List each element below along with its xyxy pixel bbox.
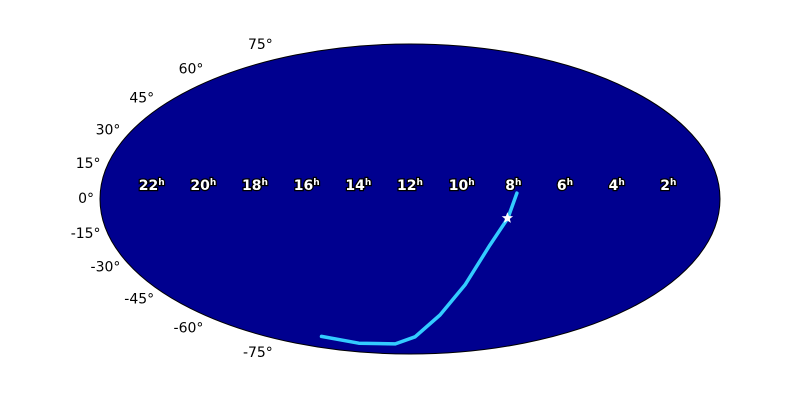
ra-value: 2 (660, 178, 670, 194)
ra-value: 8 (505, 178, 515, 194)
source-star (501, 212, 514, 223)
ra-value: 14 (345, 178, 365, 194)
ra-unit: h (158, 178, 164, 188)
dec-tick-label: 45° (129, 90, 154, 106)
ra-tick-label: 14h (345, 178, 371, 195)
probability-arc (319, 191, 519, 346)
ra-unit: h (567, 178, 573, 188)
dec-tick-label: 75° (248, 37, 273, 53)
ra-tick-label: 10h (449, 178, 475, 195)
ra-tick-label: 20h (190, 178, 216, 195)
ra-value: 4 (609, 178, 619, 194)
dec-tick-label: -45° (124, 292, 154, 308)
ra-tick-label: 4h (609, 178, 625, 195)
dec-tick-label: 15° (76, 156, 101, 172)
ra-value: 20 (190, 178, 210, 194)
ra-unit: h (365, 178, 371, 188)
ra-value: 16 (294, 178, 313, 194)
dec-tick-label: -75° (243, 345, 273, 361)
ra-tick-label: 6h (557, 178, 573, 195)
sky-map (99, 43, 721, 355)
ra-unit: h (618, 178, 624, 188)
ra-tick-label: 2h (660, 178, 676, 195)
ra-unit: h (210, 178, 216, 188)
ra-unit: h (468, 178, 474, 188)
ra-tick-label: 8h (505, 178, 521, 195)
ra-tick-label: 18h (242, 178, 268, 195)
ra-tick-label: 16h (294, 178, 320, 195)
ra-unit: h (417, 178, 423, 188)
ra-tick-label: 12h (397, 178, 423, 195)
dec-tick-label: 30° (96, 122, 121, 138)
ra-unit: h (515, 178, 521, 188)
ra-value: 6 (557, 178, 567, 194)
ra-value: 10 (449, 178, 469, 194)
ra-unit: h (313, 178, 319, 188)
ra-unit: h (262, 178, 268, 188)
dec-tick-label: 60° (179, 61, 204, 77)
dec-tick-label: -30° (91, 260, 121, 276)
dec-tick-label: 0° (78, 191, 94, 207)
ra-value: 22 (139, 178, 158, 194)
ra-value: 12 (397, 178, 416, 194)
dec-tick-label: -60° (174, 321, 204, 337)
ra-unit: h (670, 178, 676, 188)
ra-value: 18 (242, 178, 261, 194)
ra-tick-label: 22h (139, 178, 165, 195)
dec-tick-label: -15° (71, 226, 101, 242)
